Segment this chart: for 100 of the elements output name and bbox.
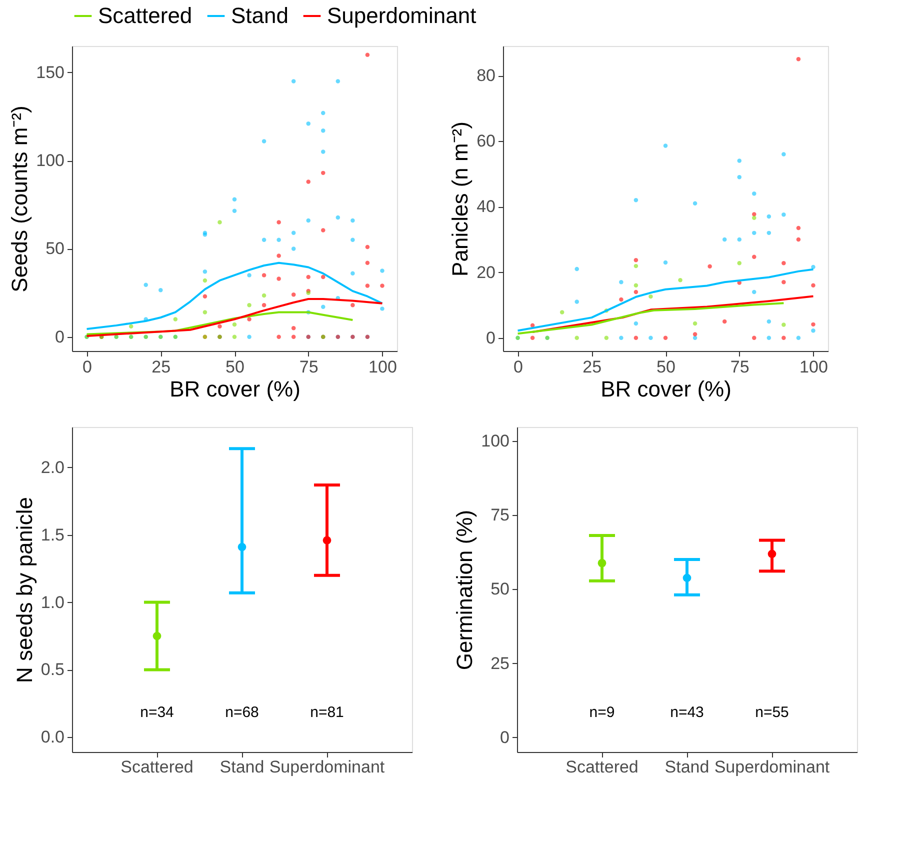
- annotation: n=81: [310, 704, 344, 721]
- point: [247, 334, 252, 340]
- point: [692, 332, 698, 336]
- point: [811, 322, 816, 327]
- legend-label: Scattered: [98, 3, 192, 28]
- point: [598, 558, 606, 568]
- y-tick-label: 1.5: [40, 525, 64, 544]
- point: [291, 334, 296, 340]
- y-tick-label: 0: [500, 728, 510, 747]
- point: [322, 536, 332, 544]
- point: [365, 52, 370, 57]
- point: [811, 283, 816, 288]
- point: [766, 319, 772, 324]
- point: [276, 220, 281, 224]
- y-axis-title: N seeds by panicle: [12, 497, 37, 683]
- point: [782, 322, 786, 327]
- x-tick-label: Superdominant: [714, 758, 830, 776]
- point: [574, 300, 579, 304]
- point: [276, 254, 281, 258]
- point: [247, 317, 252, 322]
- line-series: [532, 295, 814, 333]
- y-tick-label: 20: [476, 262, 496, 282]
- x-tick-label: 0: [514, 358, 524, 376]
- point: [648, 294, 653, 299]
- point: [262, 238, 266, 242]
- point: [766, 336, 772, 340]
- point: [648, 336, 653, 340]
- point: [321, 170, 326, 176]
- point: [291, 326, 296, 330]
- point: [692, 201, 698, 206]
- x-tick-label: 50: [656, 358, 676, 376]
- point: [276, 238, 281, 242]
- annotation: n=43: [670, 704, 704, 721]
- point: [619, 336, 624, 340]
- annotation: n=55: [755, 704, 789, 721]
- point: [291, 79, 296, 84]
- point: [782, 260, 786, 266]
- point: [218, 220, 222, 224]
- point: [682, 574, 692, 582]
- x-tick-label: 100: [368, 358, 397, 376]
- point: [796, 57, 801, 62]
- point: [782, 212, 786, 217]
- x-axis-title: BR cover (%): [170, 376, 300, 402]
- point: [768, 550, 776, 558]
- point: [321, 110, 326, 116]
- point: [737, 158, 742, 163]
- point: [350, 238, 355, 242]
- point: [530, 336, 535, 340]
- y-axis-title: Germination (%): [452, 510, 478, 670]
- point: [752, 212, 756, 216]
- point: [321, 274, 326, 280]
- legend-label: Superdominant: [327, 3, 476, 28]
- x-tick-label: 75: [730, 358, 750, 376]
- point: [752, 191, 756, 196]
- point: [306, 180, 310, 184]
- point: [560, 310, 564, 314]
- y-tick-label: 0: [486, 328, 496, 348]
- y-tick-label: 80: [476, 66, 496, 86]
- point: [811, 328, 816, 333]
- point: [276, 276, 281, 281]
- point: [737, 260, 742, 266]
- point: [365, 284, 370, 288]
- point: [306, 274, 310, 280]
- point: [634, 290, 638, 294]
- y-axis-title: Panicles (n m⁻²): [448, 122, 473, 276]
- y-tick-label: 40: [476, 197, 496, 216]
- point: [663, 260, 668, 265]
- point: [663, 336, 668, 340]
- point: [752, 336, 756, 340]
- point: [336, 215, 340, 220]
- point: [350, 303, 355, 308]
- point: [634, 336, 638, 340]
- point: [380, 284, 384, 288]
- point: [350, 271, 355, 276]
- y-tick-label: 0: [55, 327, 64, 346]
- point: [321, 128, 326, 133]
- point: [752, 290, 756, 294]
- point: [350, 218, 355, 223]
- point: [782, 152, 786, 156]
- point: [692, 321, 698, 326]
- point: [811, 264, 816, 270]
- point: [365, 244, 370, 250]
- x-tick-label: Stand: [664, 758, 710, 776]
- point: [291, 292, 296, 297]
- y-tick-label: 25: [490, 654, 510, 673]
- point: [752, 216, 756, 220]
- point: [634, 258, 638, 262]
- y-tick-label: 2.0: [40, 458, 64, 477]
- point: [737, 175, 742, 180]
- point: [173, 317, 178, 322]
- point: [380, 306, 384, 311]
- point: [232, 334, 237, 340]
- point: [678, 278, 682, 282]
- point: [276, 334, 281, 340]
- y-tick-label: 60: [476, 132, 496, 151]
- point: [306, 218, 310, 223]
- point: [796, 336, 801, 340]
- y-tick-label: 50: [46, 239, 64, 258]
- point: [782, 280, 786, 284]
- annotation: n=34: [140, 704, 174, 721]
